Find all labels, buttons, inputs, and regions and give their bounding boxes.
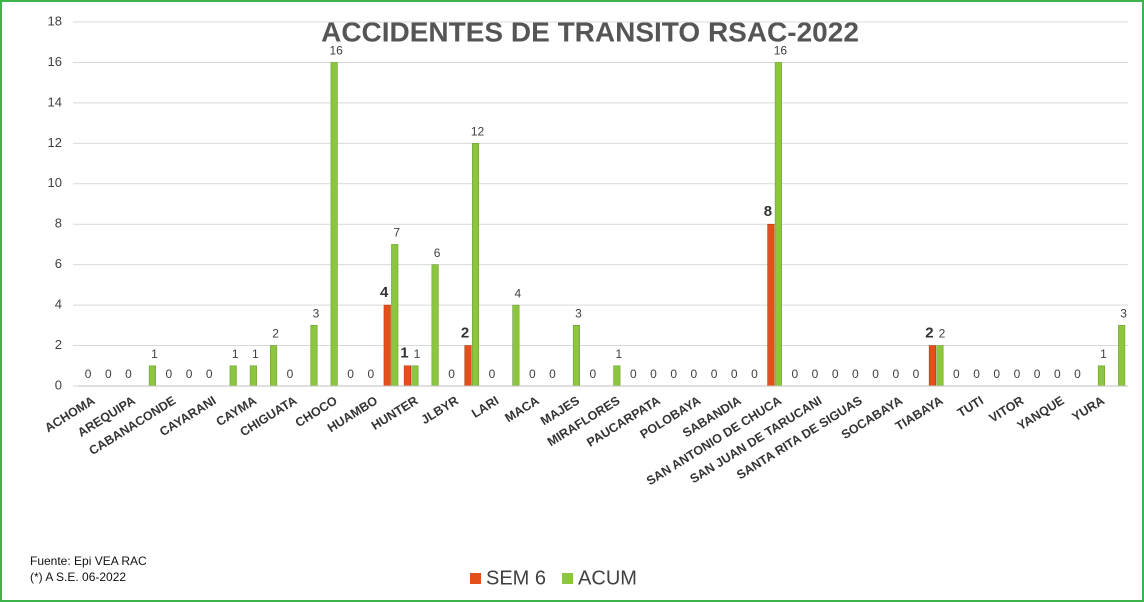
data-label: 0: [993, 367, 1000, 381]
data-label: 3: [313, 307, 320, 321]
data-label: 0: [206, 367, 213, 381]
data-label: 0: [105, 367, 112, 381]
y-tick-label: 4: [55, 297, 62, 312]
data-label: 1: [252, 347, 259, 361]
legend-swatch: [470, 573, 481, 584]
data-label: 0: [650, 367, 657, 381]
data-label: 0: [125, 367, 132, 381]
legend-label: ACUM: [578, 567, 637, 589]
data-label: 4: [515, 286, 522, 300]
data-label: 0: [832, 367, 839, 381]
data-label: 0: [590, 367, 597, 381]
bar: [928, 345, 936, 387]
bar: [270, 345, 278, 387]
data-label: 3: [575, 307, 582, 321]
note: Fuente: Epi VEA RAC: [30, 554, 147, 568]
bar: [411, 365, 419, 387]
y-tick-label: 8: [55, 216, 62, 231]
bar: [613, 365, 621, 387]
data-label: 8: [764, 203, 772, 220]
y-tick-label: 18: [48, 13, 62, 28]
y-tick-label: 10: [48, 175, 62, 190]
bar: [767, 223, 775, 387]
data-label: 0: [529, 367, 536, 381]
data-label: 4: [380, 284, 389, 301]
legend-label: SEM 6: [486, 567, 546, 589]
data-label: 0: [892, 367, 899, 381]
bar: [471, 143, 480, 387]
data-label: 2: [939, 327, 946, 341]
data-label: 2: [925, 325, 933, 342]
bar: [464, 345, 472, 387]
bar: [148, 365, 156, 387]
bar: [774, 62, 782, 387]
data-label: 0: [347, 367, 354, 381]
bar: [330, 62, 338, 387]
bar: [512, 304, 520, 387]
data-label: 0: [85, 367, 92, 381]
bar: [936, 345, 944, 387]
bar: [310, 325, 318, 387]
data-label: 1: [414, 347, 421, 361]
data-label: 0: [186, 367, 193, 381]
data-label: 16: [774, 44, 788, 58]
data-label: 1: [232, 347, 239, 361]
data-label: 3: [1120, 307, 1127, 321]
bar: [572, 325, 581, 387]
data-label: 0: [872, 367, 879, 381]
data-label: 0: [1034, 367, 1041, 381]
bar: [403, 365, 411, 387]
data-label: 0: [812, 367, 819, 381]
data-label: 0: [367, 367, 374, 381]
data-label: 2: [272, 327, 279, 341]
data-label: 6: [434, 246, 441, 260]
note: (*) A S.E. 06-2022: [30, 570, 126, 584]
data-label: 0: [913, 367, 920, 381]
bar: [1118, 325, 1126, 387]
data-label: 0: [1054, 367, 1061, 381]
data-label: 0: [691, 367, 698, 381]
data-label: 1: [151, 347, 158, 361]
data-label: 0: [549, 367, 556, 381]
data-label: 0: [1074, 367, 1081, 381]
legend-swatch: [562, 573, 574, 584]
y-tick-label: 2: [55, 337, 62, 352]
data-label: 16: [329, 44, 343, 58]
data-label: 2: [461, 325, 469, 342]
data-label: 1: [400, 345, 408, 362]
y-tick-label: 0: [55, 377, 62, 392]
data-label: 0: [670, 367, 677, 381]
data-label: 0: [731, 367, 738, 381]
data-label: 0: [852, 367, 859, 381]
data-label: 1: [1100, 347, 1107, 361]
bar: [1097, 365, 1106, 387]
data-label: 0: [166, 367, 173, 381]
data-label: 0: [953, 367, 960, 381]
data-label: 7: [393, 226, 400, 240]
bar: [431, 264, 439, 387]
data-label: 0: [489, 367, 496, 381]
data-label: 0: [287, 367, 294, 381]
bar: [383, 304, 391, 387]
data-label: 12: [471, 125, 485, 139]
data-label: 0: [791, 367, 798, 381]
bar: [391, 244, 399, 387]
data-label: 0: [630, 367, 637, 381]
bar: [249, 365, 257, 387]
bar: [229, 365, 237, 387]
data-label: 0: [1014, 367, 1021, 381]
data-label: 0: [751, 367, 758, 381]
y-tick-label: 16: [48, 54, 62, 69]
data-label: 0: [448, 367, 455, 381]
data-label: 0: [973, 367, 980, 381]
y-tick-label: 6: [55, 256, 62, 271]
y-tick-label: 14: [48, 94, 62, 109]
data-label: 1: [616, 347, 623, 361]
data-label: 0: [711, 367, 718, 381]
y-tick-label: 12: [48, 135, 62, 150]
